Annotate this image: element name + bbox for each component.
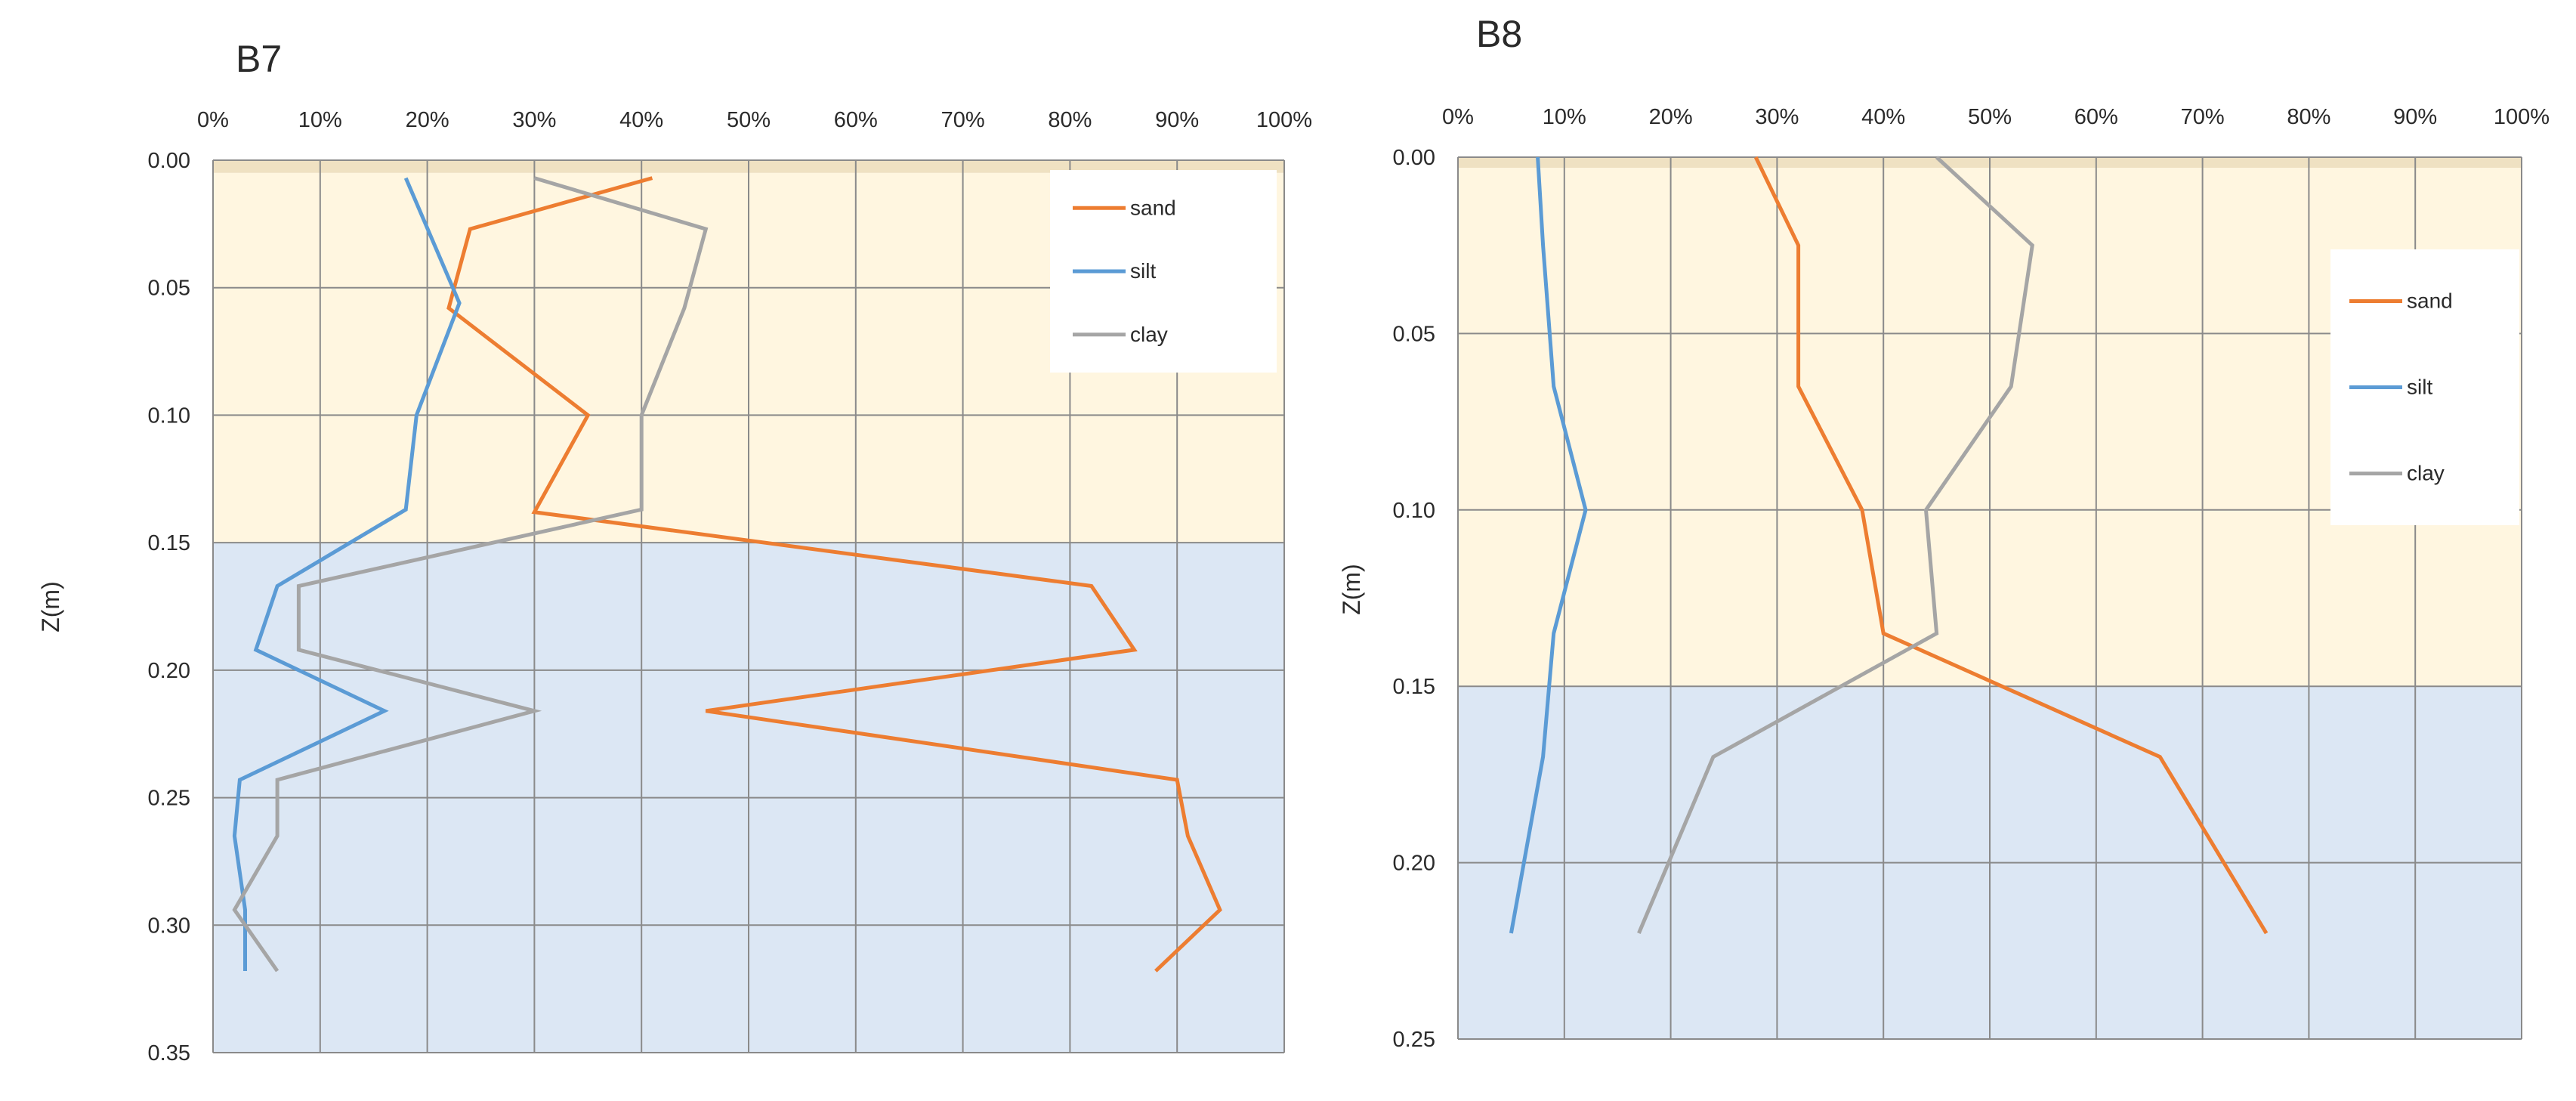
- x-tick-label: 70%: [2181, 105, 2225, 129]
- x-tick-label: 20%: [1649, 105, 1693, 129]
- legend: sand silt clay: [1050, 170, 1277, 373]
- y-tick-label: 0.00: [148, 149, 190, 173]
- x-tick-label: 10%: [298, 108, 342, 132]
- panel-b7: 0% 10% 20% 30% 40% 50% 60% 70% 80% 90% 100% 0.00 0.0…: [37, 38, 1312, 1065]
- x-tick-label: 100%: [1256, 108, 1312, 132]
- x-tick-label: 80%: [2287, 105, 2330, 129]
- y-tick-label: 0.20: [1393, 852, 1435, 876]
- x-tick-label: 20%: [406, 108, 449, 132]
- y-tick-label: 0.10: [1393, 499, 1435, 523]
- y-tick-label: 0.30: [148, 914, 190, 938]
- x-tick-label: 60%: [834, 108, 878, 132]
- legend-label-sand: sand: [1130, 196, 1176, 219]
- x-tick-label: 40%: [1861, 105, 1905, 129]
- y-tick-label: 0.25: [1393, 1028, 1435, 1052]
- x-tick-label: 30%: [1755, 105, 1799, 129]
- y-tick-label: 0.15: [148, 531, 190, 555]
- legend-label-clay: clay: [2407, 462, 2445, 485]
- chart-title: B8: [1476, 13, 1522, 55]
- x-tick-label: 90%: [2393, 105, 2437, 129]
- x-tick-label: 0%: [197, 108, 229, 132]
- y-tick-label: 0.05: [148, 277, 190, 301]
- y-tick-label: 0.20: [148, 659, 190, 683]
- series-line-sand: [1753, 156, 2269, 935]
- y-tick-label: 0.00: [1393, 146, 1435, 170]
- x-tick-label: 90%: [1155, 108, 1199, 132]
- series-line-clay: [1637, 156, 2034, 934]
- x-tick-label: 70%: [941, 108, 985, 132]
- series-line-silt: [232, 177, 462, 971]
- x-tick-label: 50%: [1968, 105, 2012, 129]
- y-tick-label: 0.35: [148, 1041, 190, 1065]
- y-tick-label: 0.10: [148, 404, 190, 428]
- series-line-clay: [232, 176, 709, 973]
- y-tick-label: 0.15: [1393, 675, 1435, 699]
- y-tick-label: 0.05: [1393, 322, 1435, 346]
- series-line-silt: [1509, 156, 1588, 934]
- x-tick-label: 10%: [1543, 105, 1586, 129]
- legend-label-silt: silt: [2407, 376, 2432, 399]
- y-axis-label: Z(m): [37, 581, 64, 632]
- x-tick-label: 80%: [1048, 108, 1092, 132]
- legend: sand silt clay: [2330, 249, 2519, 525]
- legend-label-clay: clay: [1130, 323, 1168, 346]
- chart-title: B7: [236, 38, 282, 80]
- panel-b8: 0% 10% 20% 30% 40% 50% 60% 70% 80% 90% 100% 0.00 0.0…: [1338, 13, 2550, 1052]
- x-tick-label: 100%: [2494, 105, 2550, 129]
- y-tick-label: 0.25: [148, 787, 190, 811]
- legend-label-silt: silt: [1130, 259, 1156, 283]
- x-tick-label: 40%: [619, 108, 663, 132]
- series-line-sand: [446, 176, 1222, 973]
- y-axis-label: Z(m): [1338, 564, 1365, 615]
- legend-label-sand: sand: [2407, 289, 2453, 312]
- x-tick-label: 30%: [512, 108, 556, 132]
- x-tick-label: 60%: [2074, 105, 2118, 129]
- x-tick-label: 50%: [727, 108, 771, 132]
- x-tick-label: 0%: [1442, 105, 1474, 129]
